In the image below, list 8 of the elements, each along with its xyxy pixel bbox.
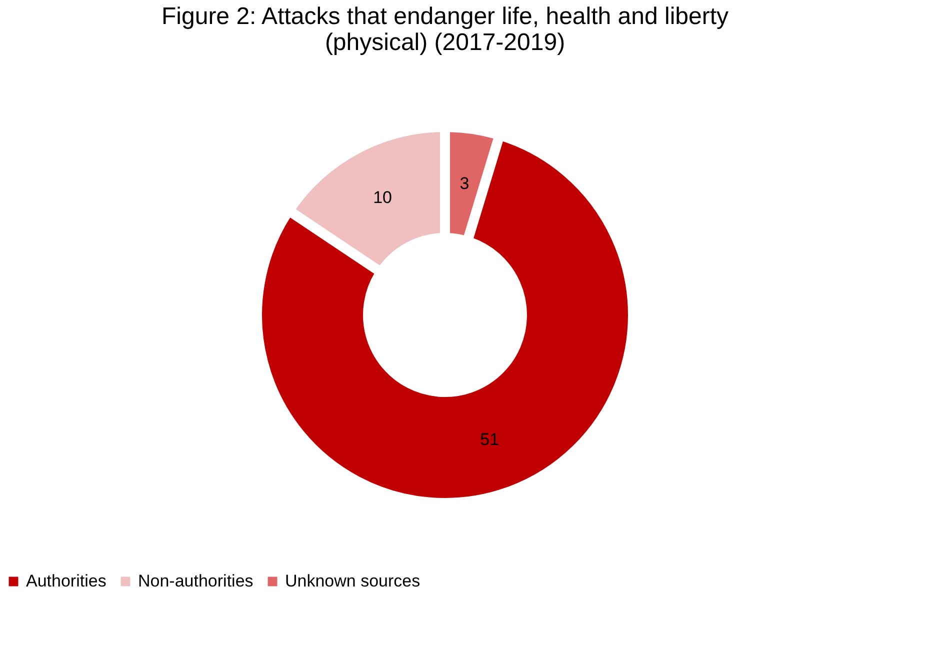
data-label: 3: [460, 174, 470, 193]
data-label: 10: [373, 188, 392, 208]
text: Figure 2: Attacks that endanger life, health and liberty: [161, 3, 729, 30]
legend-label: Unknown sources: [285, 572, 420, 591]
data-label: 51: [480, 430, 500, 449]
text: (physical) (2017-2019): [324, 29, 566, 56]
legend-label: Non-authorities: [138, 572, 254, 591]
legend-label: Authorities: [26, 572, 106, 591]
